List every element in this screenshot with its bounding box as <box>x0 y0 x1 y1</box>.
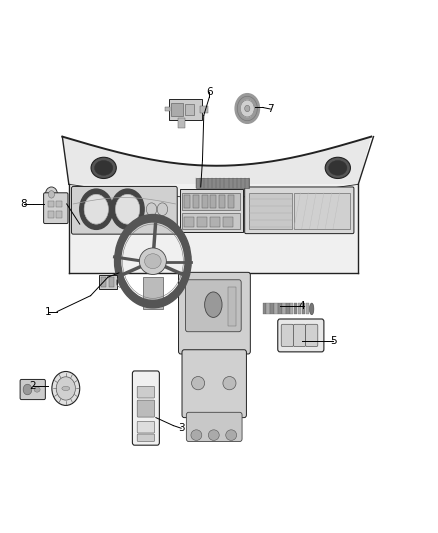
FancyBboxPatch shape <box>137 421 155 433</box>
Bar <box>201 196 208 208</box>
Bar <box>298 303 301 314</box>
Bar <box>56 212 62 217</box>
Bar <box>228 287 237 326</box>
Text: 7: 7 <box>267 104 274 114</box>
Ellipse shape <box>145 254 161 269</box>
Bar <box>210 196 216 208</box>
Circle shape <box>240 100 254 117</box>
Bar <box>306 303 309 314</box>
Bar <box>210 216 220 227</box>
FancyBboxPatch shape <box>186 413 242 441</box>
Ellipse shape <box>223 376 236 390</box>
Circle shape <box>48 191 54 198</box>
Ellipse shape <box>95 160 113 175</box>
Circle shape <box>52 372 80 406</box>
Bar <box>294 193 350 229</box>
Bar <box>282 303 286 314</box>
Bar <box>294 303 297 314</box>
Polygon shape <box>69 184 358 273</box>
Bar <box>165 107 170 111</box>
Circle shape <box>56 377 75 400</box>
Ellipse shape <box>139 248 166 274</box>
Bar <box>228 196 234 208</box>
FancyBboxPatch shape <box>278 319 324 352</box>
Bar <box>47 212 53 217</box>
Bar <box>169 99 201 120</box>
Polygon shape <box>62 136 371 198</box>
Text: 6: 6 <box>206 86 213 96</box>
Bar <box>184 196 190 208</box>
FancyBboxPatch shape <box>137 386 155 398</box>
Bar <box>171 103 183 116</box>
Bar <box>178 118 185 127</box>
Ellipse shape <box>91 157 116 179</box>
FancyBboxPatch shape <box>245 187 354 233</box>
Bar <box>183 193 240 211</box>
FancyBboxPatch shape <box>182 350 247 418</box>
Ellipse shape <box>62 386 70 391</box>
Ellipse shape <box>208 430 219 440</box>
Circle shape <box>245 106 250 112</box>
Ellipse shape <box>328 160 347 175</box>
Bar <box>200 107 208 113</box>
Ellipse shape <box>325 157 350 179</box>
Bar <box>56 201 62 207</box>
Bar <box>185 104 194 115</box>
Bar <box>196 179 249 188</box>
Bar <box>278 303 282 314</box>
Bar <box>47 201 53 207</box>
Bar <box>101 277 106 287</box>
FancyBboxPatch shape <box>281 324 293 346</box>
FancyBboxPatch shape <box>180 189 243 232</box>
Circle shape <box>157 203 168 216</box>
Bar <box>274 303 278 314</box>
Bar <box>193 196 199 208</box>
FancyBboxPatch shape <box>306 324 318 346</box>
Bar <box>223 216 233 227</box>
Bar <box>109 277 114 287</box>
Bar <box>286 303 290 314</box>
Circle shape <box>116 195 140 224</box>
FancyBboxPatch shape <box>132 371 159 445</box>
Ellipse shape <box>191 430 202 440</box>
Circle shape <box>146 203 157 216</box>
Text: 8: 8 <box>21 199 27 209</box>
Bar <box>262 303 266 314</box>
Text: 2: 2 <box>29 381 36 391</box>
Bar <box>270 303 274 314</box>
Circle shape <box>23 384 32 395</box>
Text: 1: 1 <box>45 306 52 317</box>
Circle shape <box>84 195 109 224</box>
FancyBboxPatch shape <box>179 272 251 354</box>
Bar <box>219 196 225 208</box>
FancyBboxPatch shape <box>137 434 155 441</box>
Text: 5: 5 <box>330 336 336 346</box>
Bar <box>99 275 117 289</box>
Bar <box>183 214 240 229</box>
Bar <box>184 216 194 227</box>
Ellipse shape <box>310 303 314 315</box>
Bar <box>266 303 270 314</box>
Bar <box>197 216 207 227</box>
Bar <box>302 303 305 314</box>
Ellipse shape <box>205 292 222 317</box>
Ellipse shape <box>226 430 237 440</box>
FancyBboxPatch shape <box>20 379 46 400</box>
FancyBboxPatch shape <box>137 400 155 417</box>
Ellipse shape <box>34 387 40 392</box>
Bar <box>290 303 293 314</box>
FancyBboxPatch shape <box>44 193 68 223</box>
FancyBboxPatch shape <box>293 324 306 346</box>
Text: 4: 4 <box>298 301 305 311</box>
FancyBboxPatch shape <box>185 280 241 332</box>
FancyBboxPatch shape <box>71 187 177 234</box>
Text: 3: 3 <box>178 423 184 433</box>
Ellipse shape <box>191 376 205 390</box>
Bar <box>249 193 292 229</box>
Bar <box>143 277 163 309</box>
Circle shape <box>46 187 57 202</box>
